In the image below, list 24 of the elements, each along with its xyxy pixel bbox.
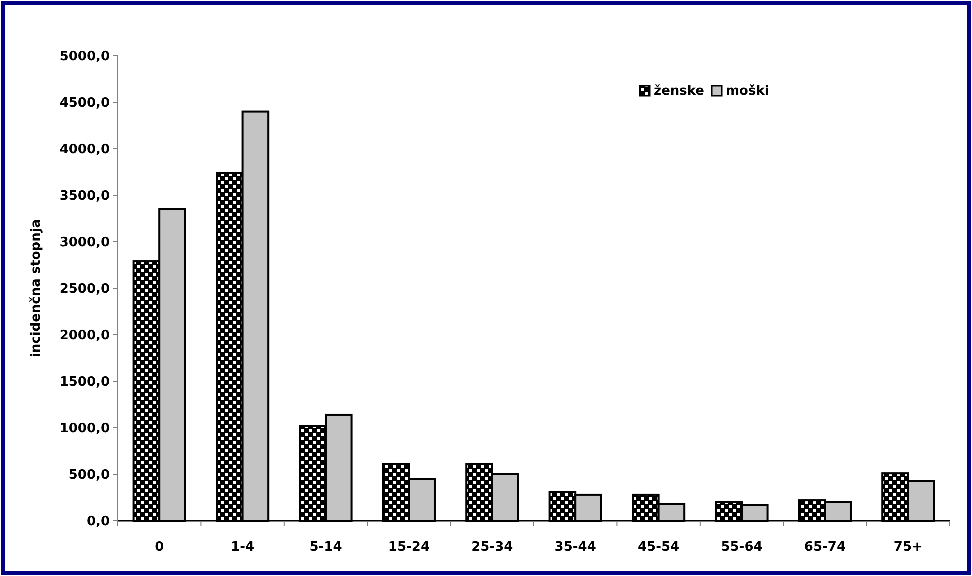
y-axis-title: incidenčna stopnja	[29, 219, 44, 358]
y-tick-label: 3000,0	[60, 236, 110, 251]
y-tick-label: 5000,0	[60, 50, 110, 65]
x-tick-label: 0	[155, 540, 164, 555]
y-tick-label: 4000,0	[60, 142, 110, 158]
x-tick-label: 45-54	[638, 540, 680, 555]
y-tick-label: 500,0	[68, 468, 110, 484]
y-tick-label: 0,0	[86, 514, 110, 530]
x-tick-label: 75+	[894, 540, 923, 555]
y-tick-label: 4500,0	[60, 96, 110, 112]
x-tick-label: 25-34	[472, 540, 514, 555]
x-tick-label: 35-44	[554, 540, 596, 555]
x-tick-label: 5-14	[310, 540, 342, 555]
x-tick-label: 55-64	[721, 540, 763, 555]
y-tick-label: 2000,0	[60, 328, 110, 344]
y-tick-label: 2500,0	[60, 282, 110, 298]
x-tick-label: 1-4	[231, 540, 255, 555]
x-tick-label: 65-74	[804, 540, 846, 555]
y-tick-label: 1500,0	[60, 375, 110, 390]
x-tick-label: 15-24	[388, 540, 430, 555]
y-tick-label: 1000,0	[60, 422, 110, 437]
y-tick-label: 3500,0	[60, 189, 110, 204]
legend-label: ženske	[654, 84, 705, 99]
legend-label: moški	[726, 84, 770, 99]
